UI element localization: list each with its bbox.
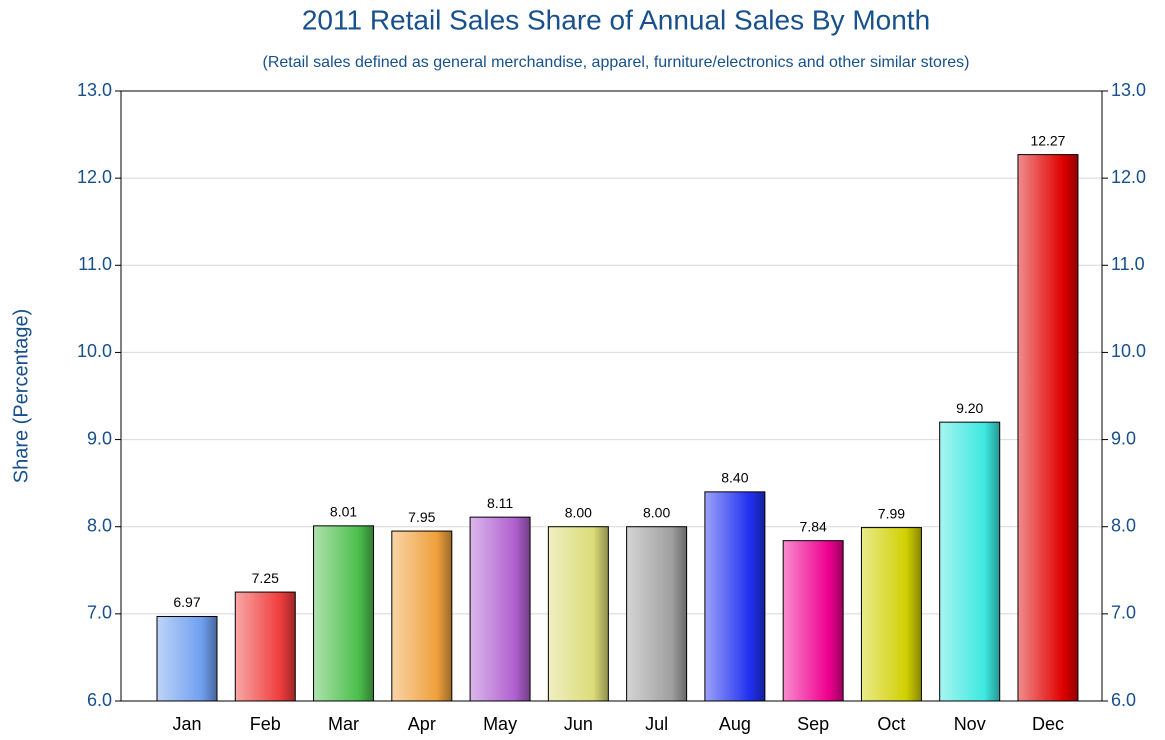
value-label: 12.27 <box>1030 132 1065 148</box>
chart-title: 2011 Retail Sales Share of Annual Sales … <box>302 4 930 35</box>
y-tick-label: 7.0 <box>87 603 112 623</box>
y-tick-label: 9.0 <box>87 428 112 448</box>
x-tick-label: Dec <box>1032 714 1064 734</box>
x-tick-label: Apr <box>408 714 436 734</box>
value-label: 6.97 <box>173 594 200 610</box>
bar <box>704 491 766 702</box>
y-axis-label: Share (Percentage) <box>10 309 32 484</box>
y2-tick-label: 8.0 <box>1111 515 1136 535</box>
x-tick-label: Oct <box>877 714 905 734</box>
y2-tick-label: 11.0 <box>1111 254 1145 274</box>
y-tick-label: 8.0 <box>87 515 112 535</box>
value-label: 8.00 <box>643 504 670 520</box>
x-tick-label: Jul <box>645 714 668 734</box>
y2-tick-label: 7.0 <box>1111 603 1136 623</box>
value-label: 8.01 <box>330 504 357 520</box>
bar <box>1017 154 1079 702</box>
bar <box>939 421 1001 702</box>
y-tick-label: 6.0 <box>87 690 112 710</box>
x-tick-label: Mar <box>328 714 359 734</box>
y2-tick-label: 6.0 <box>1111 690 1136 710</box>
y2-tick-label: 10.0 <box>1111 341 1146 361</box>
x-tick-label: Jan <box>172 714 201 734</box>
y2-tick-label: 12.0 <box>1111 167 1146 187</box>
y-tick-label: 12.0 <box>77 167 112 187</box>
y-tick-label: 13.0 <box>77 80 112 100</box>
y-tick-label: 10.0 <box>77 341 112 361</box>
bar <box>626 526 688 702</box>
x-tick-label: May <box>483 714 517 734</box>
plot-border <box>120 90 1103 702</box>
value-label: 7.84 <box>800 518 827 534</box>
y2-tick-label: 9.0 <box>1111 428 1136 448</box>
x-tick-label: Sep <box>797 714 829 734</box>
bar <box>782 540 844 702</box>
value-label: 7.99 <box>878 505 905 521</box>
bar <box>469 516 531 702</box>
y2-tick-label: 13.0 <box>1111 80 1146 100</box>
bar <box>547 526 609 702</box>
bar <box>234 591 296 702</box>
value-label: 7.25 <box>252 570 279 586</box>
value-label: 9.20 <box>956 400 983 416</box>
bar <box>313 525 375 702</box>
y-tick-label: 11.0 <box>78 254 112 274</box>
bar <box>391 530 453 702</box>
value-label: 8.40 <box>721 470 748 486</box>
x-tick-label: Jun <box>564 714 593 734</box>
chart-subtitle: (Retail sales defined as general merchan… <box>262 54 969 71</box>
x-tick-label: Nov <box>954 714 986 734</box>
value-label: 8.11 <box>487 495 513 511</box>
x-tick-label: Feb <box>250 714 281 734</box>
x-tick-label: Aug <box>719 714 751 734</box>
bar <box>860 527 922 702</box>
bar <box>156 615 218 702</box>
value-label: 8.00 <box>565 504 592 520</box>
value-label: 7.95 <box>408 509 435 525</box>
